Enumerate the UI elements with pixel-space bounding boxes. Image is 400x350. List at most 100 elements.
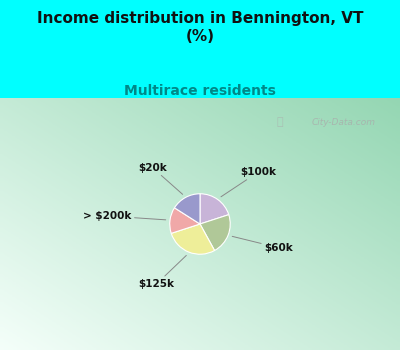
Polygon shape — [140, 98, 260, 350]
Polygon shape — [148, 98, 252, 350]
Wedge shape — [170, 208, 200, 233]
Wedge shape — [200, 194, 229, 224]
Polygon shape — [170, 98, 230, 350]
Polygon shape — [186, 98, 214, 350]
Polygon shape — [76, 98, 324, 350]
Polygon shape — [114, 98, 286, 350]
Polygon shape — [112, 98, 288, 350]
Polygon shape — [74, 98, 326, 350]
Polygon shape — [2, 98, 398, 350]
Polygon shape — [20, 98, 380, 350]
Polygon shape — [26, 98, 374, 350]
Wedge shape — [174, 194, 200, 224]
Polygon shape — [176, 98, 224, 350]
Polygon shape — [198, 98, 202, 350]
Polygon shape — [138, 98, 262, 350]
Polygon shape — [138, 98, 262, 350]
Polygon shape — [144, 98, 256, 350]
Text: Ⓜ: Ⓜ — [277, 117, 283, 127]
Polygon shape — [58, 98, 342, 350]
Polygon shape — [38, 98, 362, 350]
Polygon shape — [80, 98, 320, 350]
Polygon shape — [118, 98, 282, 350]
Polygon shape — [102, 98, 298, 350]
Polygon shape — [134, 98, 266, 350]
Polygon shape — [162, 98, 238, 350]
Polygon shape — [52, 98, 348, 350]
Wedge shape — [200, 215, 230, 251]
Polygon shape — [36, 98, 364, 350]
Polygon shape — [146, 98, 254, 350]
Polygon shape — [158, 98, 242, 350]
Polygon shape — [92, 98, 308, 350]
Polygon shape — [28, 98, 372, 350]
Polygon shape — [118, 98, 282, 350]
Polygon shape — [66, 98, 334, 350]
Polygon shape — [76, 98, 324, 350]
Polygon shape — [22, 98, 378, 350]
Polygon shape — [44, 98, 356, 350]
Polygon shape — [30, 98, 370, 350]
Polygon shape — [110, 98, 290, 350]
Polygon shape — [154, 98, 246, 350]
Polygon shape — [54, 98, 346, 350]
Polygon shape — [42, 98, 358, 350]
Polygon shape — [198, 98, 202, 350]
Polygon shape — [44, 98, 356, 350]
Polygon shape — [108, 98, 292, 350]
Polygon shape — [34, 98, 366, 350]
Polygon shape — [86, 98, 314, 350]
Polygon shape — [182, 98, 218, 350]
Polygon shape — [184, 98, 216, 350]
Polygon shape — [194, 98, 206, 350]
Polygon shape — [46, 98, 354, 350]
Polygon shape — [178, 98, 222, 350]
Polygon shape — [40, 98, 360, 350]
Polygon shape — [60, 98, 340, 350]
Polygon shape — [84, 98, 316, 350]
Polygon shape — [100, 98, 300, 350]
Polygon shape — [156, 98, 244, 350]
Polygon shape — [78, 98, 322, 350]
Polygon shape — [6, 98, 394, 350]
Polygon shape — [164, 98, 236, 350]
Polygon shape — [32, 98, 368, 350]
Polygon shape — [174, 98, 226, 350]
Polygon shape — [164, 98, 236, 350]
Polygon shape — [58, 98, 342, 350]
Polygon shape — [72, 98, 328, 350]
Polygon shape — [56, 98, 344, 350]
Polygon shape — [126, 98, 274, 350]
Polygon shape — [144, 98, 256, 350]
Polygon shape — [54, 98, 346, 350]
Polygon shape — [116, 98, 284, 350]
Polygon shape — [78, 98, 322, 350]
Polygon shape — [172, 98, 228, 350]
Polygon shape — [190, 98, 210, 350]
Polygon shape — [12, 98, 388, 350]
Polygon shape — [124, 98, 276, 350]
Polygon shape — [34, 98, 366, 350]
Polygon shape — [128, 98, 272, 350]
Polygon shape — [70, 98, 330, 350]
Polygon shape — [64, 98, 336, 350]
Polygon shape — [100, 98, 300, 350]
Polygon shape — [112, 98, 288, 350]
Polygon shape — [94, 98, 306, 350]
Polygon shape — [134, 98, 266, 350]
Polygon shape — [168, 98, 232, 350]
Polygon shape — [10, 98, 390, 350]
Polygon shape — [10, 98, 390, 350]
Polygon shape — [32, 98, 368, 350]
Polygon shape — [168, 98, 232, 350]
Polygon shape — [122, 98, 278, 350]
Polygon shape — [24, 98, 376, 350]
Polygon shape — [90, 98, 310, 350]
Polygon shape — [24, 98, 376, 350]
Polygon shape — [120, 98, 280, 350]
Polygon shape — [36, 98, 364, 350]
Polygon shape — [38, 98, 362, 350]
Polygon shape — [26, 98, 374, 350]
Polygon shape — [70, 98, 330, 350]
Polygon shape — [120, 98, 280, 350]
